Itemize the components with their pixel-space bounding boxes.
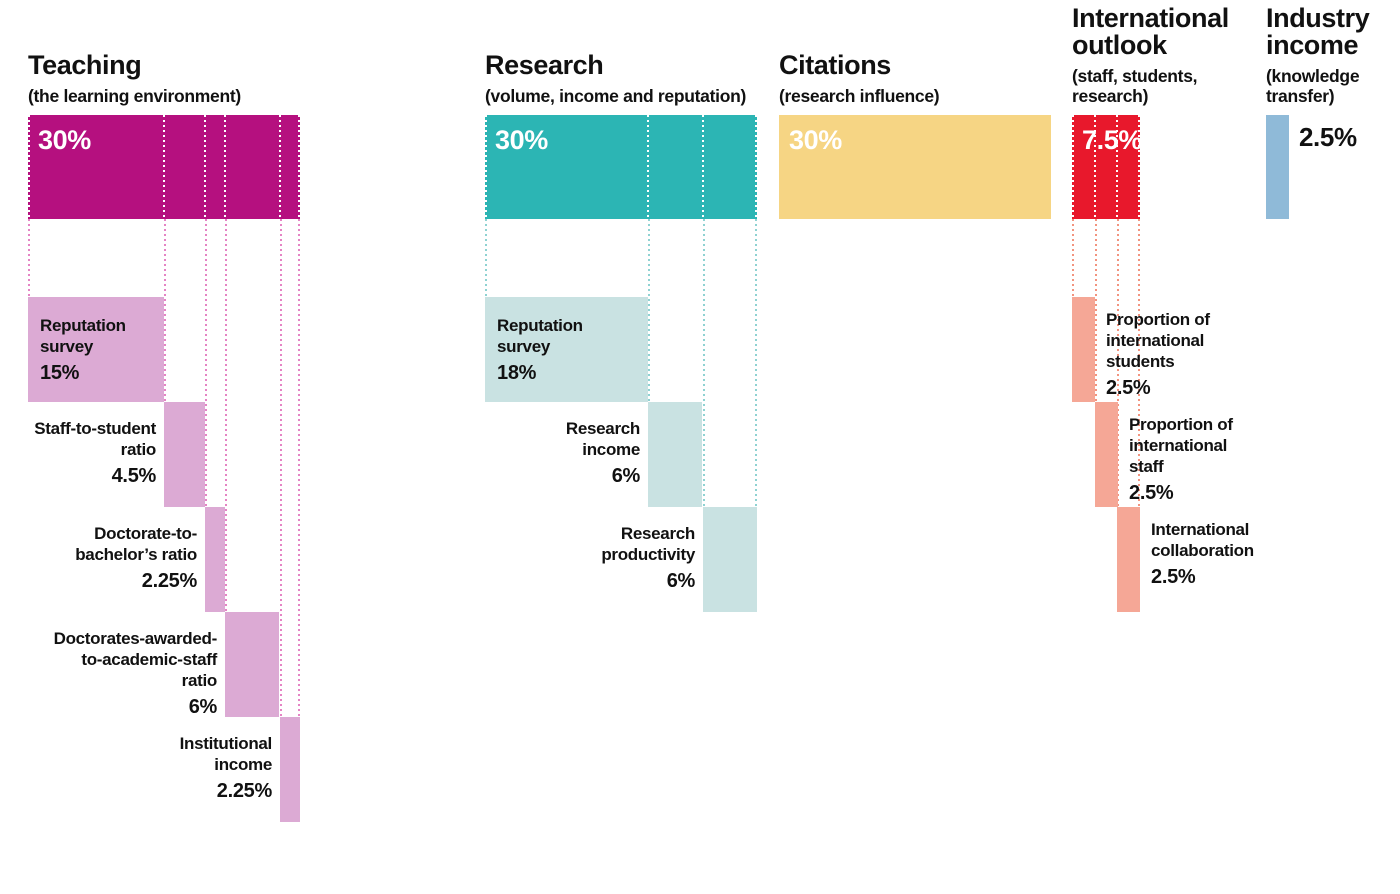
guide-dotted-line — [164, 219, 166, 402]
guide-dotted-line — [1117, 219, 1119, 507]
sub-bar-teaching-0 — [28, 297, 164, 402]
sub-label-value: 2.25% — [141, 570, 198, 592]
sub-label-value: 18% — [497, 362, 537, 384]
sub-label-international-outlook-0: Proportion of international students 2.5% — [1106, 309, 1336, 399]
group-subtitle-industry-income: (knowledge transfer) — [1266, 66, 1360, 106]
weight-label-citations: 30% — [789, 125, 842, 155]
sub-label-teaching-1: Staff-to-student ratio 4.5% — [0, 418, 156, 487]
group-title-research: Research — [485, 50, 604, 80]
bar-divider-dotted-line — [163, 115, 165, 219]
sub-label-research-2: Research productivity 6% — [465, 523, 695, 592]
bar-edge-dotted-line — [298, 115, 300, 219]
group-header-industry-income: Industry income (knowledge transfer) — [1266, 3, 1370, 107]
sub-label-name: Proportion of international students — [1106, 310, 1210, 371]
sub-label-value: 6% — [666, 570, 696, 592]
guide-dotted-line — [280, 219, 282, 717]
guide-dotted-line — [703, 219, 705, 507]
group-title-industry-income: Industry income — [1266, 3, 1370, 60]
weight-label-industry-income: 2.5% — [1299, 122, 1357, 152]
bar-divider-dotted-line — [204, 115, 206, 219]
sub-bar-international-outlook-0 — [1072, 297, 1095, 402]
sub-label-name: Doctorates-awarded- to-academic-staff ra… — [53, 629, 218, 690]
sub-bar-research-2 — [703, 507, 757, 612]
guide-dotted-line — [28, 219, 30, 297]
sub-bar-research-1 — [648, 402, 702, 507]
group-subtitle-research: (volume, income and reputation) — [485, 86, 747, 106]
sub-label-international-outlook-2: International collaboration 2.5% — [1151, 519, 1381, 588]
sub-bar-international-outlook-1 — [1095, 402, 1118, 507]
main-bar-teaching: 30% — [28, 115, 300, 219]
sub-bar-teaching-1 — [164, 402, 205, 507]
guide-dotted-line — [485, 219, 487, 297]
weight-label-international-outlook: 7.5% — [1082, 125, 1142, 155]
bar-divider-dotted-line — [647, 115, 649, 219]
sub-label-value: 2.5% — [1106, 377, 1151, 399]
sub-label-research-1: Research income 6% — [410, 418, 640, 487]
main-bar-industry-income — [1266, 115, 1289, 219]
sub-bar-research-0 — [485, 297, 648, 402]
sub-label-teaching-3: Doctorates-awarded- to-academic-staff ra… — [0, 628, 218, 718]
bar-divider-dotted-line — [702, 115, 704, 219]
group-header-international-outlook: International outlook (staff, students, r… — [1072, 3, 1229, 107]
main-bar-research: 30% — [485, 115, 757, 219]
bar-divider-dotted-line — [224, 115, 226, 219]
sub-label-name: Doctorate-to- bachelor’s ratio — [75, 524, 197, 564]
guide-dotted-line — [298, 219, 300, 822]
sub-label-name: Research income — [565, 419, 640, 459]
sub-label-value: 2.25% — [216, 780, 273, 802]
sub-label-name: Research productivity — [601, 524, 695, 564]
sub-label-value: 4.5% — [111, 465, 157, 487]
group-subtitle-teaching: (the learning environment) — [28, 86, 241, 106]
sub-label-value: 15% — [40, 362, 80, 384]
guide-dotted-line — [225, 219, 227, 612]
group-title-international-outlook: International outlook — [1072, 3, 1229, 60]
bar-edge-dotted-line — [1138, 115, 1140, 219]
sub-label-value: 2.5% — [1129, 482, 1174, 504]
group-header-citations: Citations (research influence) — [779, 50, 940, 107]
bar-divider-dotted-line — [279, 115, 281, 219]
sub-label-value: 6% — [188, 696, 218, 718]
bar-edge-dotted-line — [485, 115, 487, 219]
weight-label-teaching: 30% — [38, 125, 91, 155]
bar-divider-dotted-line — [1094, 115, 1096, 219]
sub-label-teaching-4: Institutional income 2.25% — [42, 733, 273, 802]
guide-dotted-line — [648, 219, 650, 402]
sub-label-international-outlook-1: Proportion of international staff 2.5% — [1129, 414, 1359, 504]
guide-dotted-line — [1095, 219, 1097, 402]
bar-edge-dotted-line — [28, 115, 30, 219]
guide-dotted-line — [1072, 219, 1074, 297]
sub-label-name: Staff-to-student ratio — [34, 419, 156, 459]
bar-divider-dotted-line — [1116, 115, 1118, 219]
sub-label-teaching-2: Doctorate-to- bachelor’s ratio 2.25% — [0, 523, 197, 592]
sub-bar-teaching-4 — [280, 717, 300, 822]
sub-label-name: Institutional income — [179, 734, 273, 774]
group-title-citations: Citations — [779, 50, 891, 80]
main-bar-citations: 30% — [779, 115, 1051, 219]
group-subtitle-citations: (research influence) — [779, 86, 940, 106]
group-subtitle-international-outlook: (staff, students, research) — [1072, 66, 1198, 106]
group-header-research: Research (volume, income and reputation) — [485, 50, 747, 107]
sub-label-name: Reputation survey — [40, 316, 126, 356]
sub-label-name: Proportion of international staff — [1129, 415, 1233, 476]
sub-bar-teaching-3 — [225, 612, 279, 717]
guide-dotted-line — [205, 219, 207, 507]
sub-label-name: Reputation survey — [497, 316, 583, 356]
guide-dotted-line — [755, 219, 757, 612]
sub-bar-international-outlook-2 — [1117, 507, 1140, 612]
group-title-teaching: Teaching — [28, 50, 142, 80]
sub-label-teaching-0: Reputation survey 15% — [40, 315, 156, 384]
sub-label-value: 2.5% — [1151, 566, 1196, 588]
bar-edge-dotted-line — [755, 115, 757, 219]
bar-edge-dotted-line — [1072, 115, 1074, 219]
main-bar-international-outlook: 7.5% — [1072, 115, 1142, 219]
group-header-teaching: Teaching (the learning environment) — [28, 50, 241, 107]
sub-label-research-0: Reputation survey 18% — [497, 315, 640, 384]
sub-label-name: International collaboration — [1151, 520, 1254, 560]
weight-label-research: 30% — [495, 125, 548, 155]
guide-dotted-line — [1138, 219, 1140, 612]
sub-bar-teaching-2 — [205, 507, 225, 612]
sub-label-value: 6% — [611, 465, 641, 487]
